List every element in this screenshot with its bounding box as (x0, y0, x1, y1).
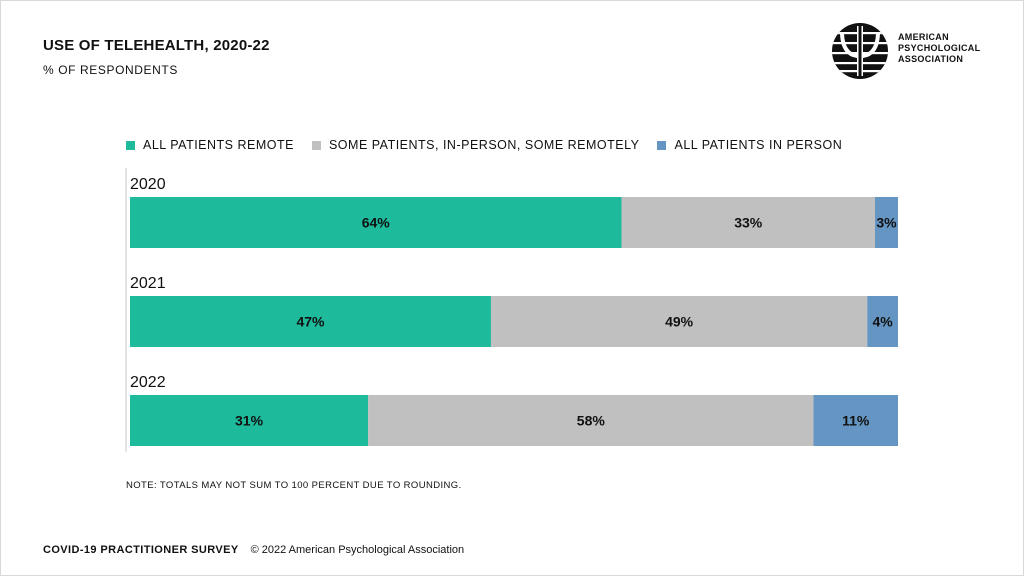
category-label: 2022 (130, 374, 166, 391)
data-label: 4% (873, 314, 894, 330)
data-label: 49% (665, 314, 694, 330)
data-label: 47% (296, 314, 325, 330)
data-label: 58% (577, 413, 606, 429)
footer-survey-name: COVID-19 PRACTITIONER SURVEY (43, 544, 239, 556)
bar-segment (130, 197, 622, 248)
bar-segment (813, 395, 898, 446)
bar-segment (621, 197, 875, 248)
legend-swatch (311, 140, 321, 150)
logo-line: PSYCHOLOGICAL (898, 43, 981, 53)
legend-swatch (657, 140, 667, 150)
legend-label: SOME PATIENTS, IN-PERSON, SOME REMOTELY (328, 138, 640, 152)
logo-line: ASSOCIATION (898, 54, 964, 64)
bar-segment (130, 395, 369, 446)
apa-logo: AMERICAN PSYCHOLOGICAL ASSOCIATION (831, 22, 991, 82)
bar-segment (874, 197, 898, 248)
legend-item-all-in-person: ALL PATIENTS IN PERSON (657, 138, 842, 152)
data-label: 33% (734, 215, 763, 231)
category-label: 2021 (130, 275, 166, 292)
data-label: 11% (842, 413, 870, 429)
legend-item-all-remote: ALL PATIENTS REMOTE (126, 138, 294, 152)
apa-logo-text: AMERICAN PSYCHOLOGICAL ASSOCIATION (898, 32, 980, 65)
chart-legend: ALL PATIENTS REMOTE SOME PATIENTS, IN-PE… (126, 137, 860, 153)
chart-title: USE OF TELEHEALTH, 2020-22 (43, 37, 270, 54)
data-label: 3% (876, 215, 897, 231)
legend-label: ALL PATIENTS IN PERSON (674, 138, 843, 152)
legend-label: ALL PATIENTS REMOTE (143, 138, 294, 152)
bar-segment (867, 296, 898, 347)
chart-subtitle: % OF RESPONDENTS (43, 63, 178, 77)
legend-item-hybrid: SOME PATIENTS, IN-PERSON, SOME REMOTELY (311, 138, 640, 152)
chart-note: NOTE: TOTALS MAY NOT SUM TO 100 PERCENT … (126, 480, 462, 491)
legend-swatch (126, 140, 135, 150)
data-label: 64% (362, 215, 391, 231)
apa-psi-logo-icon (832, 23, 888, 79)
bar-segment (490, 296, 868, 347)
footer-copyright: © 2022 American Psychological Associatio… (250, 544, 465, 556)
bar-segment (368, 395, 814, 446)
bar-segment (130, 296, 491, 347)
category-label: 2020 (130, 176, 166, 193)
logo-line: AMERICAN (898, 32, 949, 42)
footer: COVID-19 PRACTITIONER SURVEY © 2022 Amer… (43, 544, 464, 556)
data-label: 31% (235, 413, 264, 429)
